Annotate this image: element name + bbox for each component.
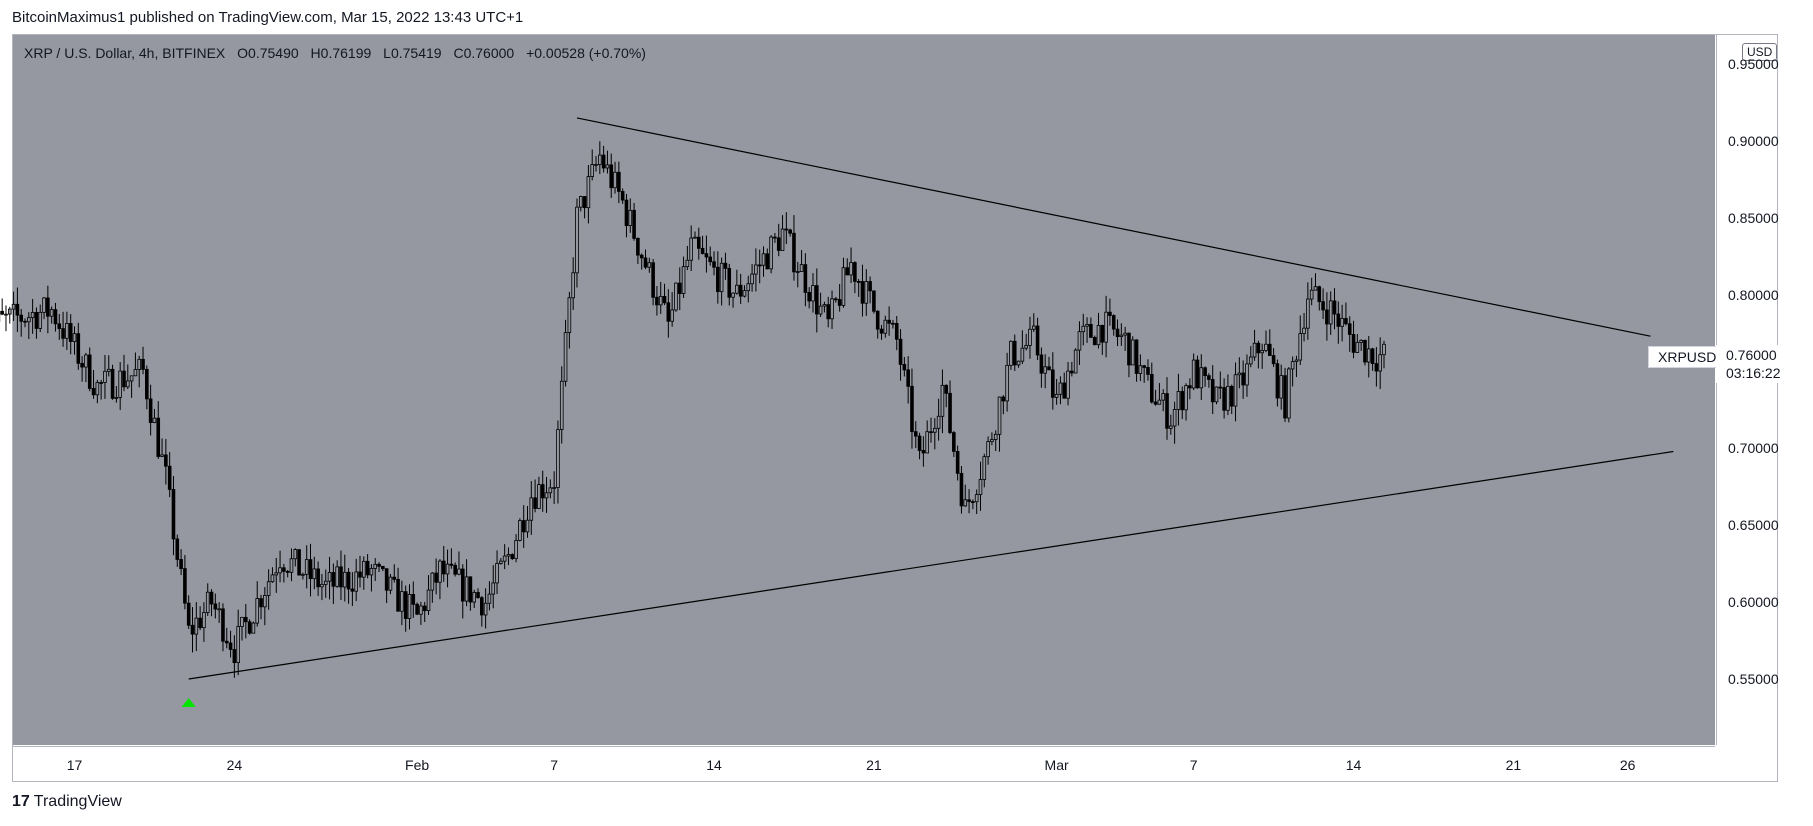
close-value: 0.76000 <box>463 45 515 61</box>
y-tick-label: 0.90000 <box>1728 133 1779 149</box>
y-tick-label: 0.55000 <box>1728 671 1779 687</box>
x-tick-label: Mar <box>1044 757 1069 773</box>
price-axis[interactable] <box>1716 35 1777 745</box>
symbol-title: XRP / U.S. Dollar, 4h, BITFINEX <box>24 45 226 61</box>
x-tick-label: 24 <box>226 757 243 773</box>
symbol-price-label: XRPUSD <box>1648 346 1727 368</box>
current-price: 0.76000 <box>1726 347 1777 363</box>
current-price-tag: 0.76000 03:16:22 <box>1716 345 1794 383</box>
y-tick-label: 0.85000 <box>1728 209 1779 226</box>
x-tick-label: 7 <box>1189 757 1198 773</box>
plot-area[interactable] <box>13 35 1715 745</box>
high-value: 0.76199 <box>320 45 372 61</box>
currency-badge[interactable]: USD <box>1742 43 1778 61</box>
symbol-legend: XRP / U.S. Dollar, 4h, BITFINEX O0.75490… <box>24 45 646 61</box>
bar-countdown: 03:16:22 <box>1726 365 1781 381</box>
candle-body <box>0 310 4 315</box>
x-tick-label: Feb <box>405 757 430 773</box>
low-label: L <box>383 45 391 61</box>
change-value: +0.00528 (+0.70%) <box>526 45 646 61</box>
y-tick-label: 0.70000 <box>1728 440 1779 457</box>
high-label: H <box>310 45 321 61</box>
brand-name: TradingView <box>33 793 122 810</box>
x-tick-label: 17 <box>66 757 83 773</box>
tradingview-footer[interactable]: 17 TradingView <box>12 793 122 811</box>
y-tick-label: 0.95000 <box>1728 56 1779 73</box>
x-tick-label: 14 <box>706 757 722 773</box>
close-label: C <box>453 45 464 61</box>
candle-body <box>4 313 8 316</box>
candle-body <box>7 308 12 315</box>
x-tick-label: 21 <box>866 757 882 773</box>
x-tick-label: 26 <box>1619 757 1636 773</box>
x-tick-label: 21 <box>1505 757 1522 773</box>
open-label: O <box>237 45 249 61</box>
publisher-header: BitcoinMaximus1 published on TradingView… <box>12 9 524 26</box>
y-tick-label: 0.80000 <box>1728 286 1779 303</box>
time-axis[interactable] <box>13 746 1715 781</box>
tradingview-logo-icon: 17 <box>12 793 30 810</box>
low-value: 0.75419 <box>390 45 442 61</box>
x-tick-label: 14 <box>1345 757 1362 773</box>
open-value: 0.75490 <box>248 45 299 61</box>
y-tick-label: 0.60000 <box>1728 594 1779 611</box>
x-tick-label: 7 <box>550 757 559 773</box>
y-tick-label: 0.65000 <box>1728 517 1779 534</box>
